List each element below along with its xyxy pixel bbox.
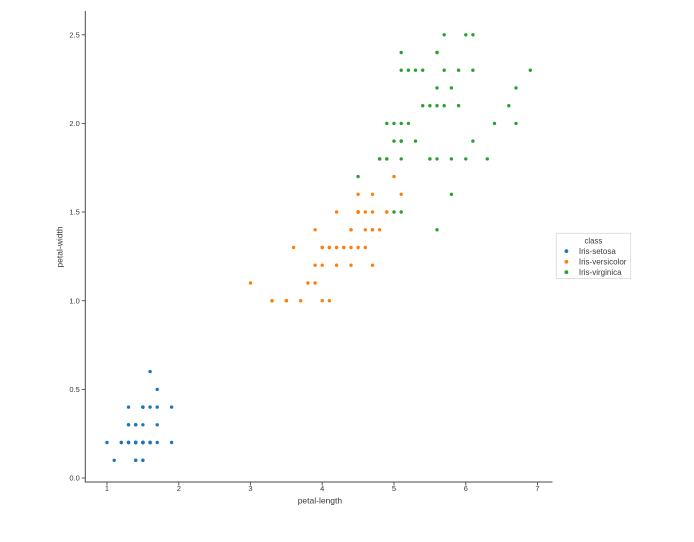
svg-text:1.0: 1.0: [69, 296, 79, 305]
svg-text:Iris-setosa: Iris-setosa: [579, 247, 616, 256]
svg-text:Iris-versicolor: Iris-versicolor: [579, 258, 627, 267]
svg-text:class: class: [585, 236, 603, 245]
svg-text:2.0: 2.0: [69, 119, 79, 128]
svg-text:petal-length: petal-length: [298, 495, 343, 505]
svg-text:5: 5: [392, 484, 396, 493]
svg-text:3: 3: [248, 484, 252, 493]
svg-text:7: 7: [535, 484, 539, 493]
svg-text:1.5: 1.5: [69, 208, 79, 217]
svg-text:2.5: 2.5: [69, 31, 79, 40]
svg-text:0.0: 0.0: [69, 474, 79, 483]
svg-text:4: 4: [320, 484, 324, 493]
svg-text:1: 1: [105, 484, 109, 493]
svg-text:0.5: 0.5: [69, 385, 79, 394]
svg-text:Iris-virginica: Iris-virginica: [579, 268, 622, 277]
svg-text:2: 2: [177, 484, 181, 493]
svg-text:6: 6: [464, 484, 468, 493]
svg-text:petal-width: petal-width: [55, 226, 65, 267]
